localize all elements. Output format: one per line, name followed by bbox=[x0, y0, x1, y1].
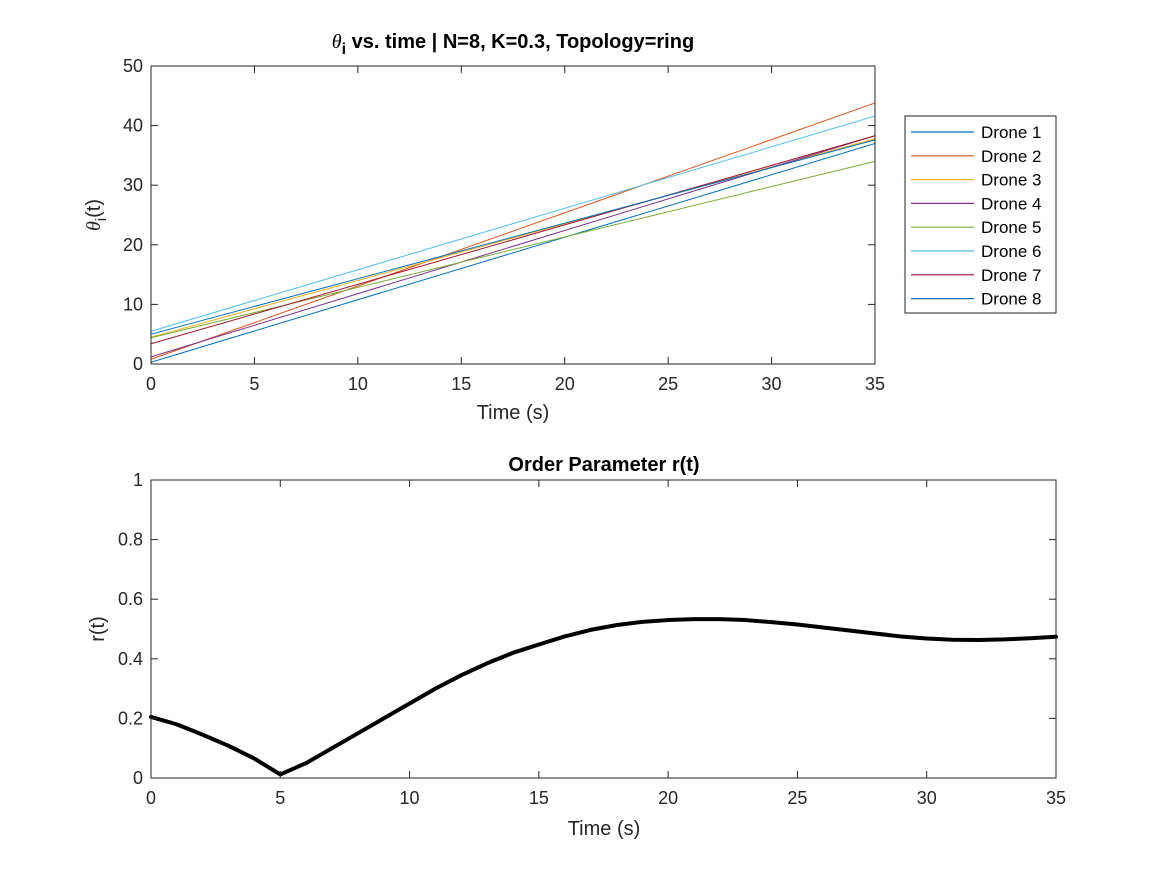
legend-label: Drone 7 bbox=[981, 266, 1041, 285]
order-y-tick-label: 0.8 bbox=[118, 530, 143, 550]
theta-x-tick-label: 20 bbox=[555, 374, 575, 394]
theta-y-tick-label: 40 bbox=[123, 116, 143, 136]
theta-x-tick-label: 5 bbox=[249, 374, 259, 394]
theta-series-line-5 bbox=[150, 160, 876, 339]
theta-tick-marks bbox=[150, 65, 876, 365]
theta-y-tick-label: 10 bbox=[123, 294, 143, 314]
order-y-tick-label: 1 bbox=[133, 470, 143, 490]
theta-x-tick-label: 10 bbox=[348, 374, 368, 394]
theta-plot: θi vs. time | N=8, K=0.3, Topology=ring … bbox=[83, 31, 1057, 424]
theta-series-line-7 bbox=[150, 135, 876, 345]
theta-x-tick-label: 0 bbox=[146, 374, 156, 394]
legend-item: Drone 8 bbox=[911, 290, 1041, 309]
theta-series-line-2 bbox=[150, 102, 876, 360]
order-tick-marks bbox=[150, 479, 1057, 779]
theta-x-tick-label: 25 bbox=[658, 374, 678, 394]
order-y-tick-label: 0 bbox=[133, 768, 143, 788]
legend-label: Drone 4 bbox=[981, 194, 1041, 213]
legend-item: Drone 3 bbox=[911, 171, 1041, 190]
order-plot-axes-box bbox=[150, 479, 1057, 779]
order-x-tick-label: 20 bbox=[658, 788, 678, 808]
order-x-tick-label: 0 bbox=[146, 788, 156, 808]
order-y-tick-label: 0.2 bbox=[118, 708, 143, 728]
order-series-lines bbox=[149, 617, 1058, 777]
theta-y-tick-label: 30 bbox=[123, 175, 143, 195]
order-x-tick-label: 15 bbox=[529, 788, 549, 808]
legend-label: Drone 1 bbox=[981, 123, 1041, 142]
theta-x-tick-labels: 0 5 10 15 20 25 30 35 bbox=[146, 374, 885, 394]
legend-item: Drone 2 bbox=[911, 147, 1041, 166]
order-y-tick-label: 0.6 bbox=[118, 589, 143, 609]
theta-series-line-6 bbox=[150, 115, 876, 332]
order-x-tick-label: 25 bbox=[787, 788, 807, 808]
order-y-tick-label: 0.4 bbox=[118, 649, 143, 669]
order-x-tick-label: 5 bbox=[275, 788, 285, 808]
theta-y-tick-labels: 0 10 20 30 40 50 bbox=[123, 56, 143, 374]
theta-legend-box bbox=[904, 115, 1057, 314]
theta-x-tick-label: 30 bbox=[762, 374, 782, 394]
theta-y-tick-label: 0 bbox=[133, 354, 143, 374]
legend-item: Drone 4 bbox=[911, 194, 1041, 213]
legend-item: Drone 5 bbox=[911, 218, 1041, 237]
order-y-tick-labels: 0 0.2 0.4 0.6 0.8 1 bbox=[118, 470, 143, 788]
order-series-line-1 bbox=[149, 617, 1058, 777]
order-x-tick-label: 30 bbox=[917, 788, 937, 808]
theta-x-tick-label: 15 bbox=[451, 374, 471, 394]
legend-label: Drone 5 bbox=[981, 218, 1041, 237]
order-x-tick-label: 35 bbox=[1046, 788, 1066, 808]
order-x-tick-label: 10 bbox=[400, 788, 420, 808]
theta-y-axis-label: θi(t) bbox=[83, 199, 110, 231]
legend-item: Drone 6 bbox=[911, 242, 1041, 261]
order-y-axis-label: r(t) bbox=[87, 616, 109, 642]
order-plot-title: Order Parameter r(t) bbox=[508, 454, 699, 476]
theta-plot-axes-box bbox=[150, 65, 876, 365]
theta-y-tick-label: 20 bbox=[123, 235, 143, 255]
legend-item: Drone 1 bbox=[911, 123, 1041, 142]
theta-plot-title: θi vs. time | N=8, K=0.3, Topology=ring bbox=[332, 31, 694, 58]
theta-x-tick-label: 35 bbox=[865, 374, 885, 394]
legend-label: Drone 3 bbox=[981, 171, 1041, 190]
legend-label: Drone 6 bbox=[981, 242, 1041, 261]
legend-label: Drone 8 bbox=[981, 290, 1041, 309]
legend-label: Drone 2 bbox=[981, 147, 1041, 166]
theta-series-lines bbox=[150, 102, 876, 363]
theta-legend: Drone 1 Drone 2 Drone 3 Drone 4 Drone 5 Drone… bbox=[904, 115, 1057, 314]
order-parameter-plot: Order Parameter r(t) 0 5 10 15 20 25 30 35 0 0.2… bbox=[87, 454, 1066, 840]
theta-series-line-1 bbox=[150, 142, 876, 363]
theta-x-axis-label: Time (s) bbox=[477, 402, 550, 424]
theta-y-tick-label: 50 bbox=[123, 56, 143, 76]
order-x-axis-label: Time (s) bbox=[568, 818, 641, 840]
legend-item: Drone 7 bbox=[911, 266, 1041, 285]
order-x-tick-labels: 0 5 10 15 20 25 30 35 bbox=[146, 788, 1066, 808]
theta-series-line-8 bbox=[150, 139, 876, 335]
